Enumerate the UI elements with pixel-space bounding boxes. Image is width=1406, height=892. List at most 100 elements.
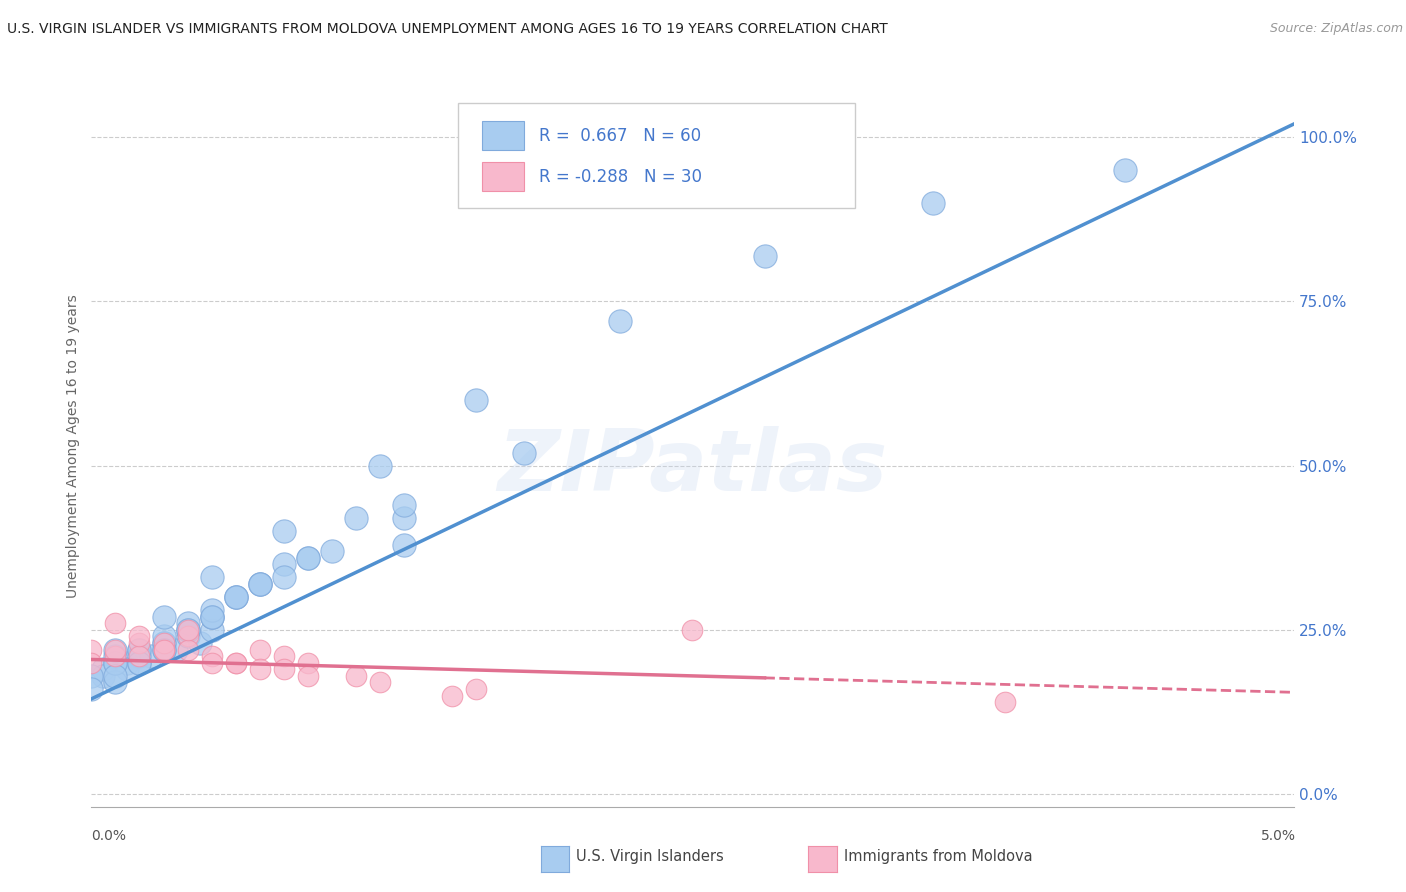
Point [392, 498, 415, 512]
Point [249, 642, 271, 657]
Point [513, 445, 536, 459]
Point [297, 656, 319, 670]
Text: 5.0%: 5.0% [1261, 830, 1296, 843]
Point [201, 656, 224, 670]
Point [128, 642, 150, 657]
Point [201, 603, 224, 617]
Point [249, 577, 271, 591]
Point [273, 649, 295, 664]
Point [201, 570, 224, 584]
Point [273, 662, 295, 676]
Point [152, 642, 174, 657]
Point [176, 623, 198, 637]
Point [344, 669, 367, 683]
Point [321, 544, 343, 558]
Point [104, 675, 127, 690]
Text: ZIPatlas: ZIPatlas [498, 426, 887, 509]
Point [152, 636, 174, 650]
Point [465, 392, 488, 407]
Point [117, 662, 139, 676]
Point [152, 642, 174, 657]
Point [104, 616, 127, 631]
Point [249, 662, 271, 676]
Point [609, 314, 631, 328]
Point [440, 689, 463, 703]
Point [273, 570, 295, 584]
Point [465, 681, 488, 696]
Text: 0.0%: 0.0% [91, 830, 127, 843]
Y-axis label: Unemployment Among Ages 16 to 19 years: Unemployment Among Ages 16 to 19 years [66, 294, 80, 598]
Point [201, 649, 224, 664]
Point [201, 609, 224, 624]
Point [176, 642, 198, 657]
Point [392, 511, 415, 525]
Point [104, 669, 127, 683]
Point [681, 623, 703, 637]
Point [93, 669, 115, 683]
Point [201, 609, 224, 624]
Point [152, 636, 174, 650]
Point [93, 662, 115, 676]
Point [152, 636, 174, 650]
Bar [482, 121, 524, 151]
Point [80, 669, 103, 683]
Point [368, 458, 391, 473]
Point [104, 642, 127, 657]
Point [128, 656, 150, 670]
Point [128, 649, 150, 664]
Point [176, 616, 198, 631]
Point [104, 649, 127, 664]
Point [104, 656, 127, 670]
Point [297, 669, 319, 683]
Text: U.S. VIRGIN ISLANDER VS IMMIGRANTS FROM MOLDOVA UNEMPLOYMENT AMONG AGES 16 TO 19: U.S. VIRGIN ISLANDER VS IMMIGRANTS FROM … [7, 22, 887, 37]
Point [188, 636, 211, 650]
Text: Immigrants from Moldova: Immigrants from Moldova [844, 849, 1032, 863]
Text: R = -0.288   N = 30: R = -0.288 N = 30 [538, 168, 702, 186]
Point [297, 550, 319, 565]
Point [176, 630, 198, 644]
Point [128, 642, 150, 657]
Point [176, 623, 198, 637]
Point [152, 642, 174, 657]
Point [225, 590, 247, 604]
Point [297, 550, 319, 565]
Point [344, 511, 367, 525]
Point [225, 590, 247, 604]
Point [994, 695, 1017, 709]
Point [249, 577, 271, 591]
Point [104, 656, 127, 670]
Point [201, 623, 224, 637]
Text: U.S. Virgin Islanders: U.S. Virgin Islanders [576, 849, 724, 863]
Bar [482, 162, 524, 191]
Point [152, 642, 174, 657]
Point [922, 196, 945, 211]
Point [80, 681, 103, 696]
Text: R =  0.667   N = 60: R = 0.667 N = 60 [538, 127, 700, 145]
Point [273, 558, 295, 572]
Point [104, 642, 127, 657]
Point [273, 524, 295, 539]
Point [754, 248, 776, 262]
Point [176, 630, 198, 644]
Point [368, 675, 391, 690]
Point [225, 590, 247, 604]
Point [128, 630, 150, 644]
Point [141, 649, 163, 664]
Point [392, 537, 415, 551]
Text: Source: ZipAtlas.com: Source: ZipAtlas.com [1270, 22, 1403, 36]
Point [128, 649, 150, 664]
Point [152, 609, 174, 624]
Point [152, 630, 174, 644]
FancyBboxPatch shape [458, 103, 855, 208]
Point [117, 656, 139, 670]
Point [176, 623, 198, 637]
Point [80, 642, 103, 657]
Point [165, 642, 187, 657]
Point [225, 656, 247, 670]
Point [201, 609, 224, 624]
Point [104, 649, 127, 664]
Point [1114, 163, 1136, 178]
Point [80, 656, 103, 670]
Point [249, 577, 271, 591]
Point [128, 636, 150, 650]
